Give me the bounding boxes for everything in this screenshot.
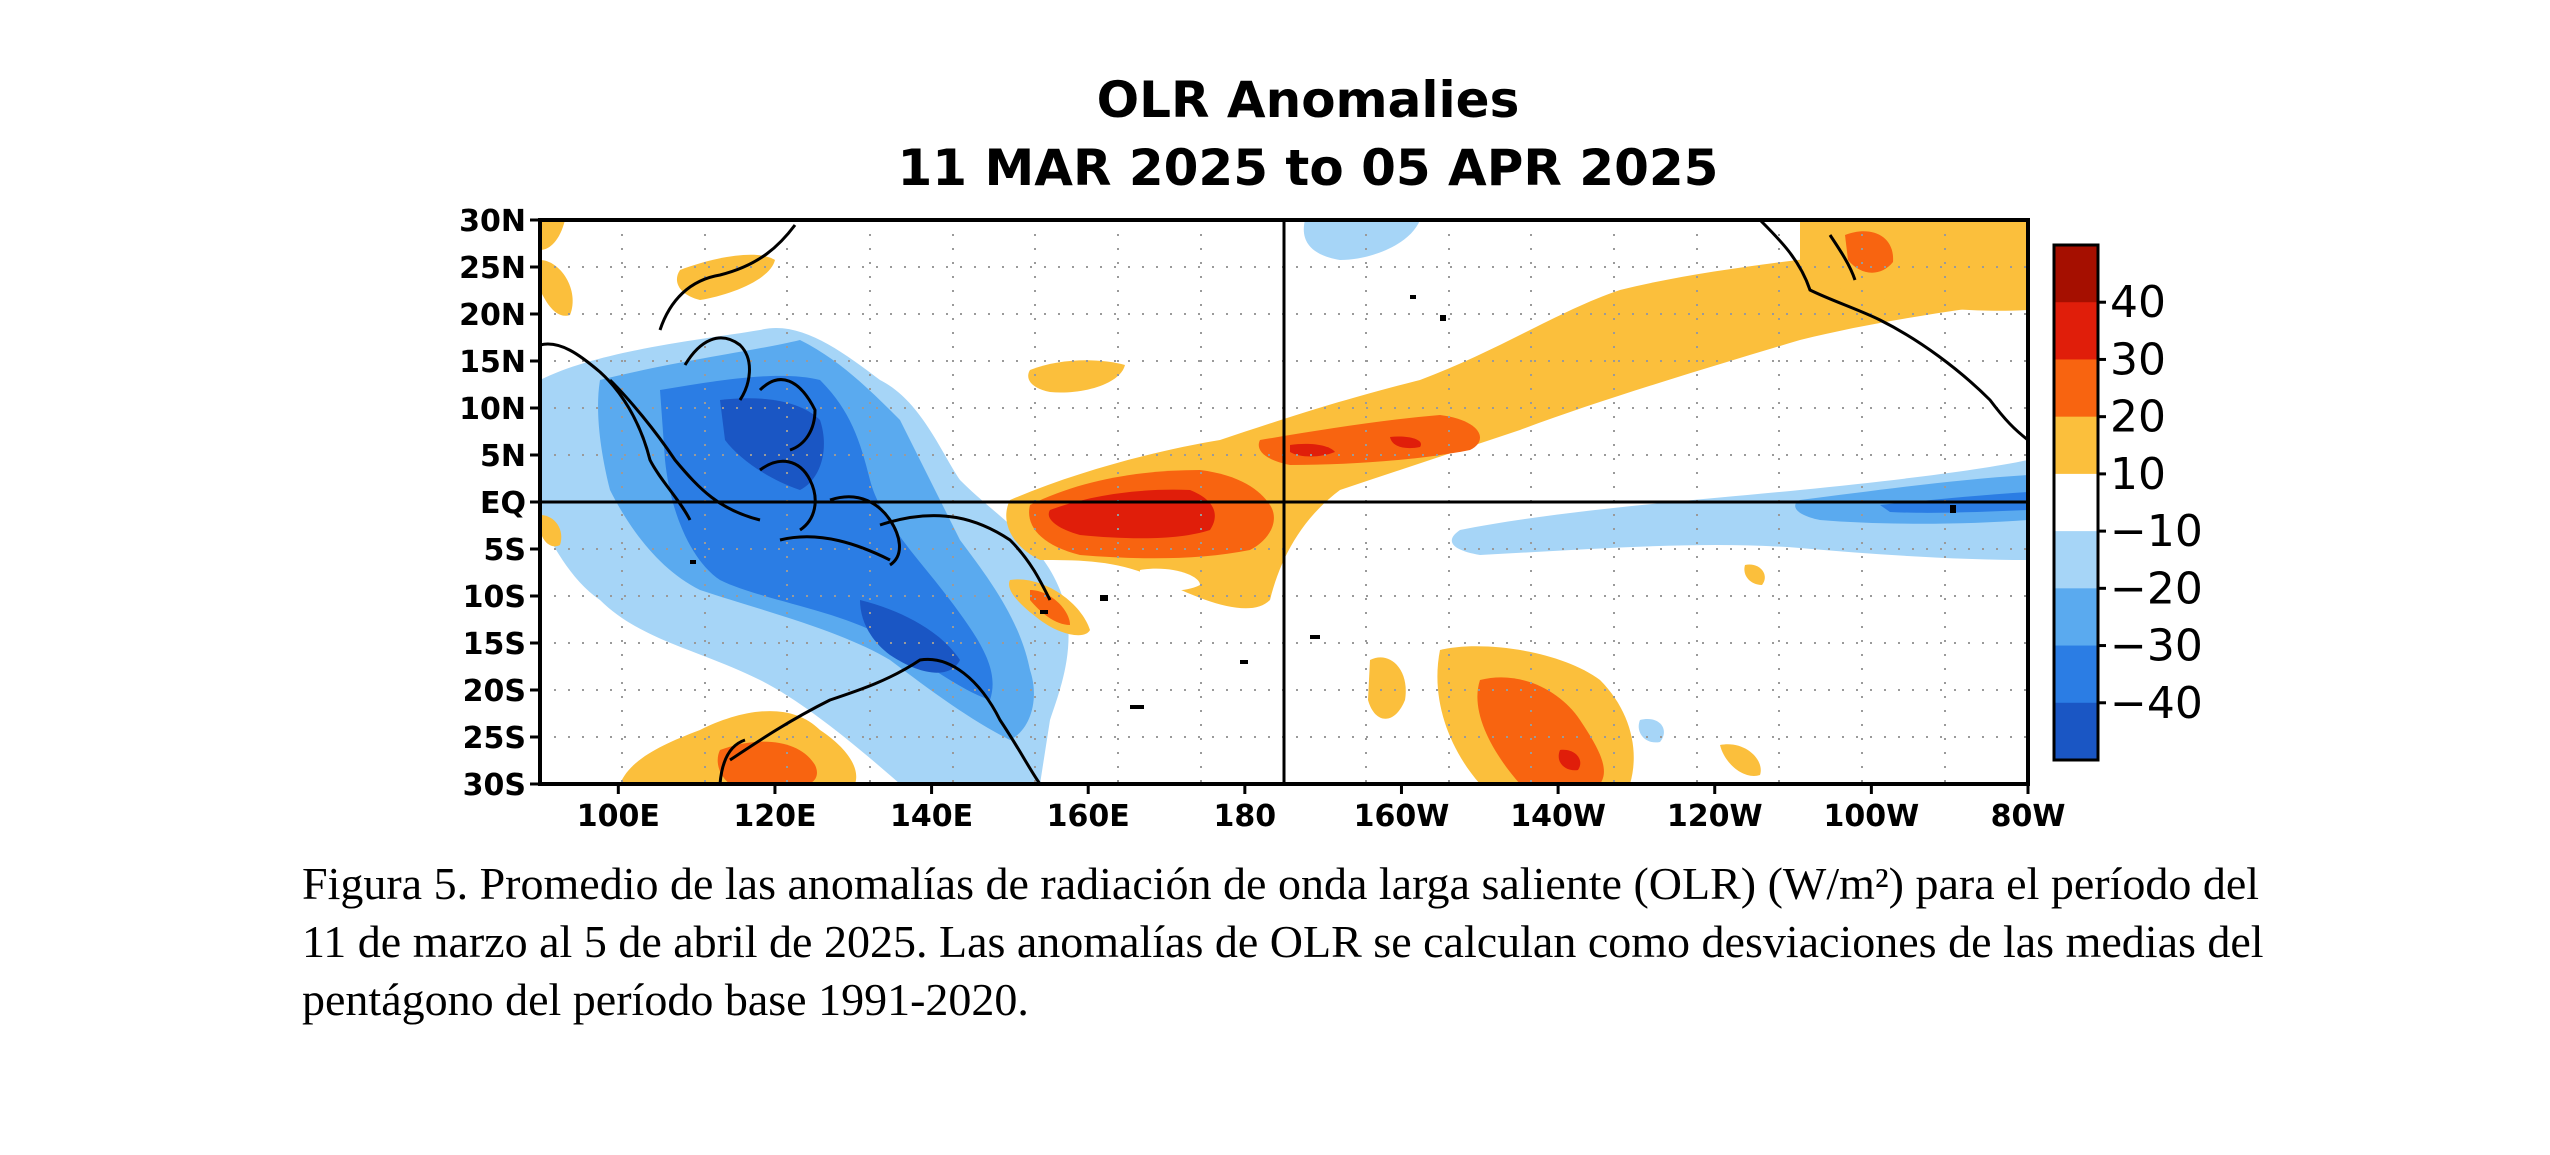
longitude-tick-label: 180 [1214,799,1277,834]
longitude-tick-label: 160E [1047,799,1130,834]
positive-anomaly-region [540,220,2028,784]
colorbar-swatch [2054,702,2098,761]
longitude-tick-label: 140W [1510,799,1606,834]
latitude-tick-label: 5S [484,533,526,568]
longitude-tick-label: 140E [890,799,973,834]
latitude-tick-label: 25S [463,721,526,756]
longitude-tick-label: 160W [1354,799,1450,834]
colorbar-label: 30 [2110,334,2166,385]
colorbar-label: 20 [2110,392,2166,443]
colorbar-swatch [2054,473,2098,532]
colorbar-label: −10 [2110,506,2203,557]
colorbar-swatch [2054,588,2098,647]
colorbar-frame [2052,243,2100,762]
colorbar-swatch [2054,245,2098,303]
longitude-tick-label: 120W [1667,799,1763,834]
longitude-tick-label: 100W [1824,799,1920,834]
colorbar-label: 10 [2110,449,2166,500]
figure-caption: Figura 5. Promedio de las anomalías de r… [302,858,2264,1025]
colorbar-swatch [2054,645,2098,704]
colorbar-label: −40 [2110,678,2203,729]
latitude-tick-label: 10S [463,580,526,615]
longitude-tick-label: 120E [733,799,816,834]
latitude-tick-label: 10N [459,392,526,427]
colorbar-swatch [2054,416,2098,475]
colorbar-label: −30 [2110,621,2203,672]
colorbar-swatch [2054,302,2098,360]
latitude-tick-label: 15S [463,627,526,662]
colorbar-swatch [2054,359,2098,418]
map-area [540,220,2028,784]
colorbar-swatch [2054,531,2098,589]
map-title: OLR Anomalies [1097,71,1520,129]
latitude-tick-label: 30N [459,204,526,239]
longitude-tick-label: 80W [1991,799,2066,834]
latitude-tick-label: 15N [459,345,526,380]
latitude-tick-label: 5N [480,439,526,474]
colorbar-label: 40 [2110,277,2166,328]
latitude-tick-label: 25N [459,251,526,286]
latitude-tick-label: EQ [480,486,526,521]
colorbar: 40 30 20 10 −10 −20 −30 −40 [2052,243,2203,762]
coastlines [540,220,2028,784]
latitude-tick-label: 30S [463,768,526,803]
latitude-tick-label: 20S [463,674,526,709]
map-subtitle: 11 MAR 2025 to 05 APR 2025 [898,139,1719,197]
latitude-tick-label: 20N [459,298,526,333]
colorbar-label: −20 [2110,563,2203,614]
longitude-axis: 100E 120E 140E 160E 180 160W 140W 120W 100W 80W [577,784,2066,834]
islands [690,295,1956,709]
longitude-tick-label: 100E [577,799,660,834]
latitude-axis: 30N 25N 20N 15N 10N 5N EQ 5S 10S 15S 20S 25S 30S [459,204,540,803]
